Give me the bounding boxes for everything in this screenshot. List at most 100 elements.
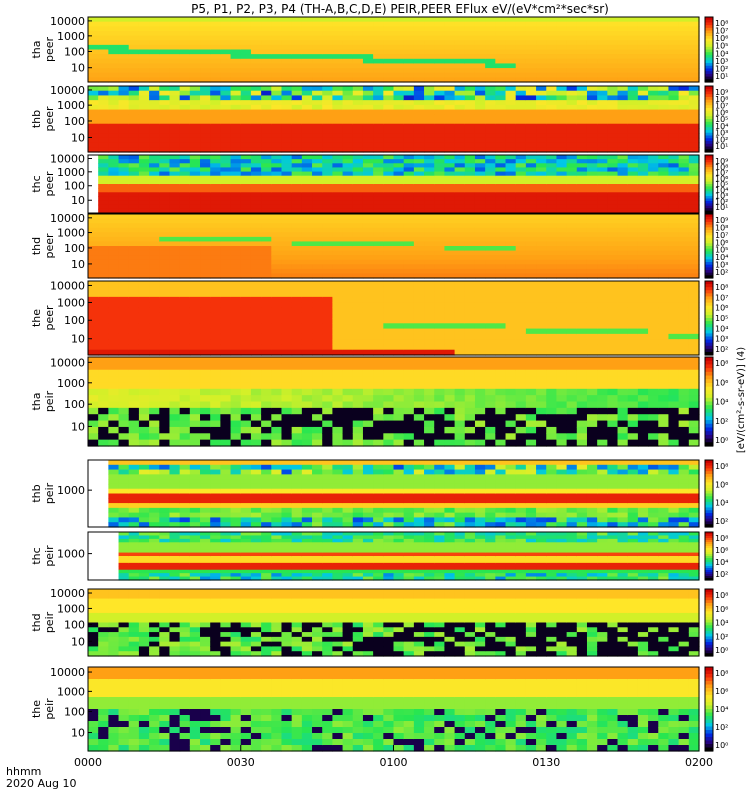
heatmap-cell	[362, 363, 374, 371]
heatmap-cell	[362, 95, 374, 101]
heatmap-cell	[474, 128, 486, 134]
heatmap-cell	[454, 236, 466, 243]
heatmap-cell	[128, 281, 140, 287]
heatmap-cell	[454, 104, 466, 111]
heatmap-cell	[189, 250, 201, 256]
heatmap-cell	[322, 40, 333, 46]
heatmap-cell	[352, 104, 364, 111]
heatmap-cell	[525, 192, 537, 198]
heatmap-cell	[362, 250, 374, 256]
heatmap-cell	[250, 163, 262, 169]
heatmap-cell	[403, 259, 415, 265]
heatmap-cell	[424, 223, 435, 229]
heatmap-cell	[179, 382, 191, 390]
heatmap-cell	[179, 286, 191, 293]
panel-frame	[87, 85, 700, 153]
heatmap-cell	[373, 68, 384, 74]
heatmap-cell	[383, 236, 395, 243]
heatmap-cell	[159, 401, 171, 409]
heatmap-cell	[648, 246, 659, 252]
heatmap-cell	[454, 63, 466, 69]
heatmap-cell	[149, 188, 160, 193]
heatmap-cell	[505, 296, 517, 303]
heatmap-cell	[322, 204, 333, 210]
heatmap-cell	[474, 223, 486, 229]
heatmap-cell	[250, 26, 262, 32]
heatmap-cell	[88, 223, 99, 229]
y-tick-label: 1000	[57, 99, 85, 112]
heatmap-cell	[128, 17, 140, 23]
heatmap-cell	[413, 312, 425, 319]
heatmap-cell	[678, 333, 690, 340]
colorbar-step	[705, 127, 713, 131]
panel-product-label: peer	[43, 305, 56, 331]
heatmap-cell	[118, 100, 130, 106]
heatmap-cell	[169, 236, 181, 243]
y-tick-label: 10	[71, 194, 85, 207]
heatmap-cell	[607, 255, 619, 261]
heatmap-cell	[138, 204, 150, 210]
heatmap-cell	[88, 104, 99, 111]
heatmap-cell	[322, 54, 333, 60]
heatmap-cell	[617, 339, 629, 346]
heatmap-cell	[658, 26, 670, 32]
heatmap-cell	[261, 179, 272, 185]
heatmap-cell	[668, 302, 680, 309]
heatmap-cell	[617, 63, 629, 69]
heatmap-cell	[536, 68, 547, 74]
heatmap-cell	[322, 388, 333, 396]
colorbar-step	[705, 219, 713, 223]
heatmap-cell	[169, 114, 181, 120]
heatmap-cell	[474, 268, 486, 275]
heatmap-cell	[149, 54, 160, 60]
heatmap-cell	[474, 286, 486, 293]
heatmap-cell	[546, 291, 558, 298]
heatmap-cell	[342, 86, 354, 92]
heatmap-cell	[169, 369, 181, 377]
heatmap-cell	[424, 104, 435, 111]
heatmap-cell	[444, 119, 456, 125]
heatmap-cell	[678, 159, 690, 164]
heatmap-cell	[250, 339, 262, 346]
heatmap-cell	[332, 420, 344, 428]
heatmap-cell	[118, 184, 130, 189]
heatmap-cell	[373, 54, 384, 60]
heatmap-cell	[525, 184, 537, 189]
heatmap-cell	[149, 296, 160, 303]
heatmap-cell	[637, 72, 649, 78]
heatmap-cell	[108, 328, 120, 335]
heatmap-cell	[383, 273, 395, 279]
heatmap-cell	[261, 246, 272, 252]
heatmap-cell	[98, 344, 109, 351]
heatmap-cell	[383, 49, 395, 55]
heatmap-cell	[200, 104, 211, 111]
heatmap-cell	[454, 155, 466, 160]
heatmap-cell	[200, 114, 211, 120]
heatmap-cell	[393, 407, 405, 415]
heatmap-cell	[271, 273, 283, 279]
heatmap-cell	[362, 420, 374, 428]
heatmap-cell	[658, 100, 670, 106]
heatmap-cell	[474, 349, 486, 356]
heatmap-cell	[637, 35, 649, 41]
heatmap-cell	[189, 420, 201, 428]
heatmap-cell	[281, 433, 293, 441]
heatmap-cell	[637, 77, 649, 83]
heatmap-cell	[627, 188, 639, 193]
heatmap-cell	[515, 95, 527, 101]
heatmap-cell	[149, 349, 160, 356]
heatmap-cell	[230, 133, 242, 139]
heatmap-cell	[485, 21, 496, 27]
heatmap-cell	[515, 192, 527, 198]
heatmap-cell	[637, 268, 649, 275]
heatmap-cell	[627, 302, 639, 309]
heatmap-cell	[383, 312, 395, 319]
heatmap-cell	[637, 58, 649, 65]
heatmap-cell	[250, 426, 262, 434]
heatmap-cell	[200, 63, 211, 69]
heatmap-cell	[128, 323, 140, 330]
heatmap-cell	[312, 407, 323, 415]
heatmap-cell	[159, 323, 171, 330]
heatmap-cell	[688, 312, 700, 319]
heatmap-cell	[312, 291, 323, 298]
